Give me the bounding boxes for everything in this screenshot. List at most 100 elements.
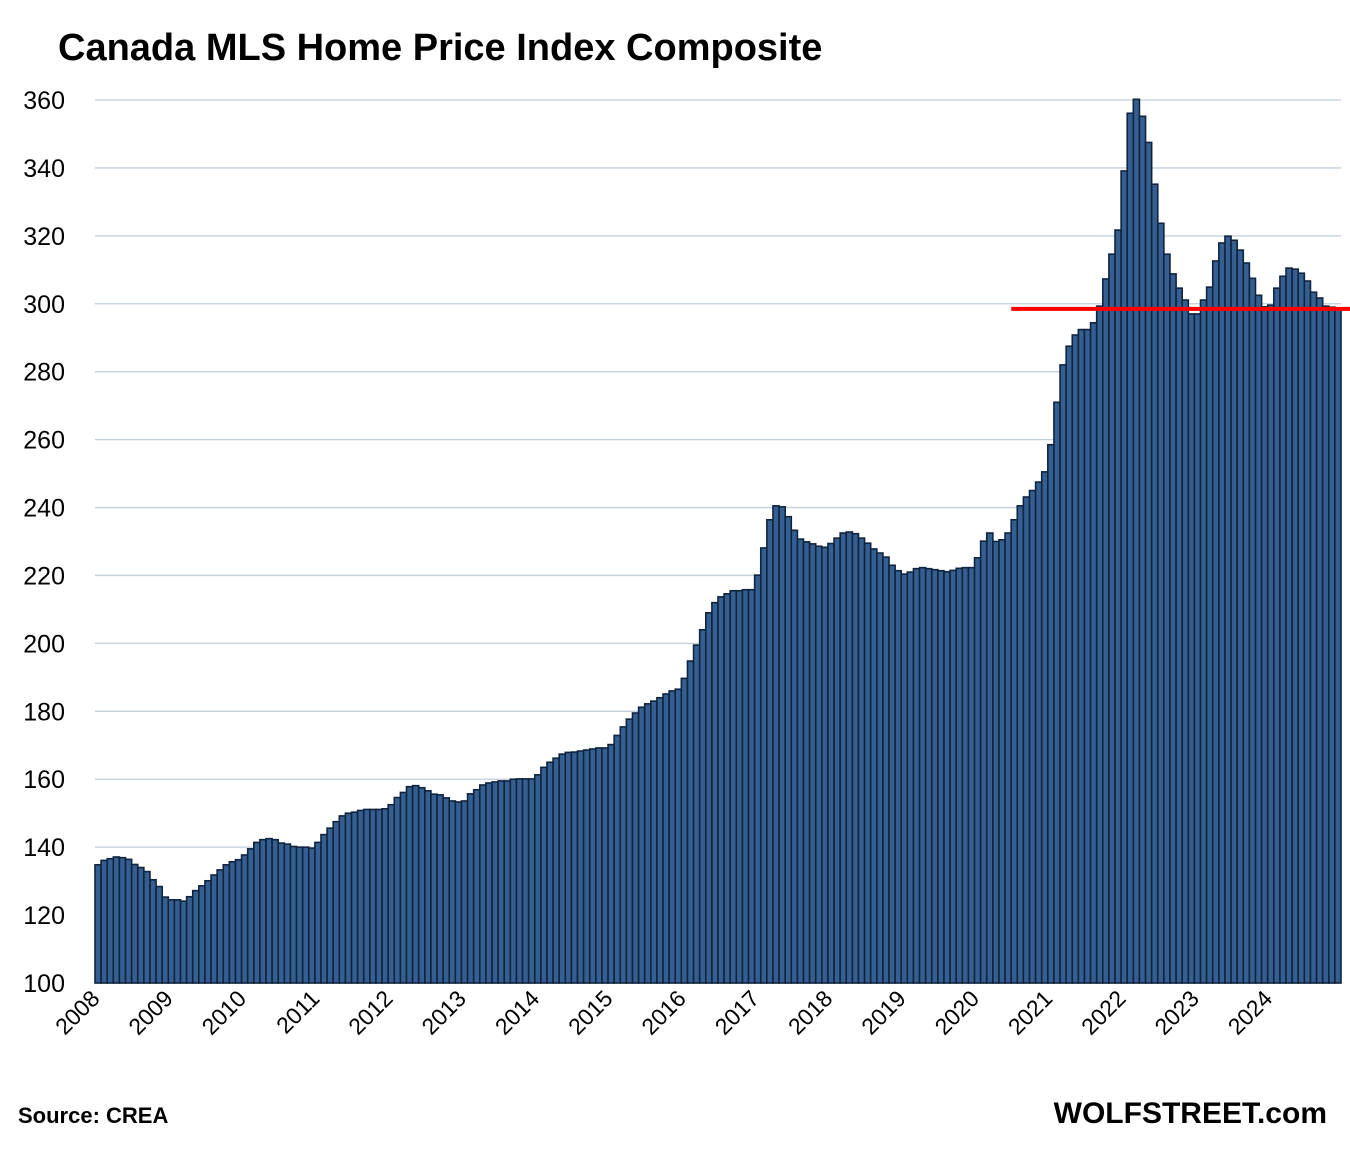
bar [711,601,719,984]
bar [1016,505,1025,984]
bar [124,858,133,984]
x-axis: 2008 2009 2010 2011 2012 2013 2014 2015 2016 2017… [50,985,1277,1040]
bar [985,532,994,984]
bar [882,556,890,984]
bar [814,545,823,984]
bar [674,688,683,984]
bar [1279,275,1287,984]
bar [167,898,176,984]
bar [1150,183,1159,984]
bar [1053,401,1061,984]
bar [454,801,463,984]
bar [1034,481,1043,984]
bar [509,778,518,984]
x-tick-label: 2024 [1223,985,1278,1040]
bar [650,700,658,984]
bar [876,552,884,984]
bar [533,774,542,984]
bar [741,588,750,984]
bar [967,566,976,984]
bar [723,593,732,984]
bar [1089,321,1098,984]
x-tick-label: 2015 [563,985,618,1040]
bar [1071,334,1080,984]
bar [558,753,567,984]
bar [1327,306,1336,984]
bar [1022,496,1031,984]
bar [686,660,695,984]
bar [320,833,328,984]
bar [937,569,945,984]
bar [906,571,915,984]
bar [1083,328,1092,984]
bar [136,866,145,984]
bar [546,761,554,984]
bar [827,542,835,984]
bar [912,567,921,984]
bar [149,878,157,984]
bar [680,677,689,984]
bar [1077,328,1086,984]
bar [668,690,677,984]
bar [411,784,420,984]
bar [857,537,866,984]
bar [961,566,970,984]
bar [588,748,597,984]
bar [1224,235,1232,984]
bar [387,803,396,984]
bar [1120,170,1129,984]
bar [332,820,341,984]
bar [485,782,493,984]
bar [1315,297,1324,984]
bar [564,751,573,984]
bar [790,529,799,984]
bar [839,532,848,984]
bar [1266,304,1275,984]
x-tick-label: 2010 [197,985,252,1040]
bar [1156,222,1165,984]
bar [1047,443,1055,984]
bar [381,807,389,984]
y-tick-label: 200 [23,630,65,658]
x-tick-label: 2021 [1003,985,1058,1040]
bar [503,780,512,984]
x-tick-label: 2013 [416,985,471,1040]
bar [729,589,738,984]
bar [369,808,377,984]
bar [350,811,359,984]
bar [759,547,768,984]
x-tick-label: 2012 [343,985,398,1040]
bar [930,568,939,984]
bar [1108,253,1116,984]
bar [637,706,646,984]
bar [992,540,1000,984]
bar [198,885,206,984]
bar [521,778,530,984]
source-label: Source: CREA [18,1103,168,1128]
bar [979,540,988,984]
bar [94,864,102,984]
bar [155,885,163,984]
y-tick-label: 220 [23,562,65,590]
bar [1114,229,1122,984]
y-tick-label: 140 [23,834,65,862]
bar [778,506,786,984]
bar [100,859,109,984]
bar [295,846,304,984]
bar [497,780,506,984]
bar [863,542,872,984]
bar [1144,141,1153,984]
bar [1248,277,1257,984]
bar [228,860,237,984]
bar [1138,115,1147,984]
bar [472,788,481,984]
bar [656,696,664,984]
bar [216,869,225,984]
bar [478,784,487,984]
bar [552,757,560,984]
bar [1187,313,1196,984]
y-tick-label: 120 [23,902,65,930]
bar [924,567,933,984]
bar [204,879,212,984]
bar [112,856,121,984]
